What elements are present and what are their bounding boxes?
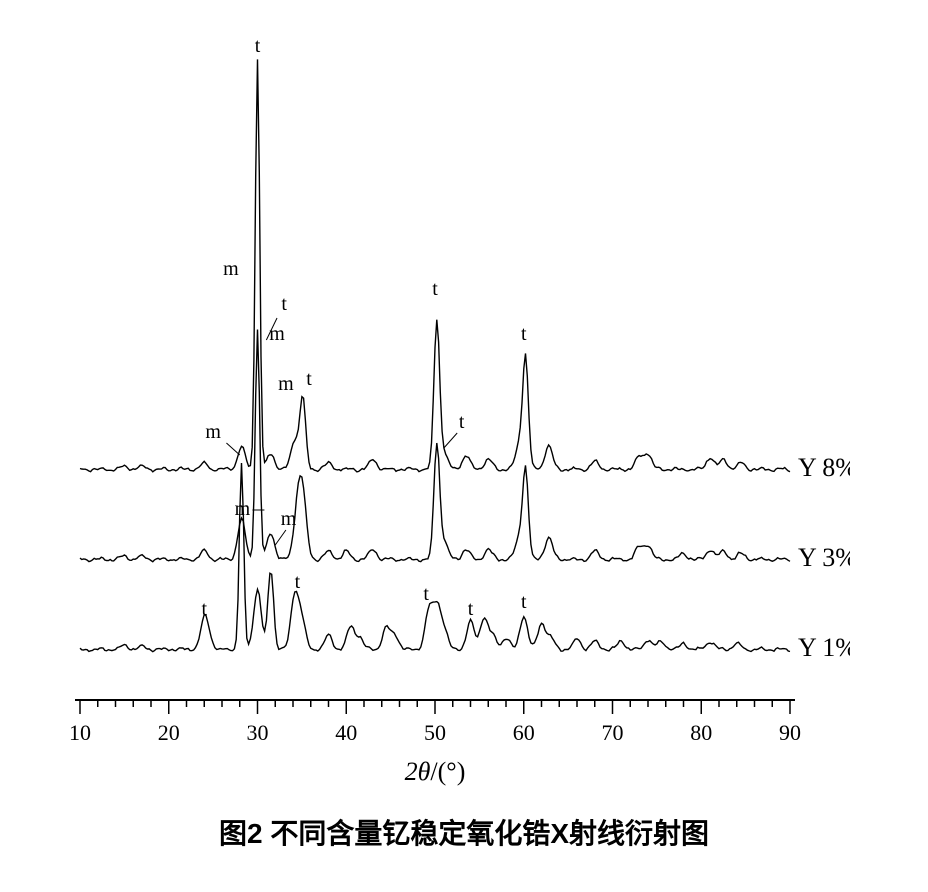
figure-caption: 图2 不同含量钇稳定氧化锆X射线衍射图 — [20, 812, 908, 852]
peak-label: t — [281, 293, 287, 315]
peak-label: m — [278, 373, 294, 395]
peak-label: m — [235, 498, 251, 520]
series-label-Y8: Y 8% — [798, 453, 850, 482]
plot-area: 1020304050607080902θ/(°)Y 1%Y 3%Y 8%tmtm… — [70, 40, 850, 720]
peak-label: t — [468, 598, 474, 620]
peak-label: t — [295, 571, 301, 593]
svg-text:70: 70 — [602, 720, 624, 745]
xrd-svg: 1020304050607080902θ/(°)Y 1%Y 3%Y 8%tmtm… — [70, 40, 850, 800]
series-label-Y3: Y 3% — [798, 543, 850, 572]
svg-text:10: 10 — [70, 720, 91, 745]
peak-label: t — [432, 278, 438, 300]
peak-label: t — [255, 40, 261, 57]
peak-label: m — [223, 258, 239, 280]
peak-label: t — [521, 591, 527, 613]
peak-label: t — [201, 598, 207, 620]
peak-label: t — [459, 411, 465, 433]
peak-label: m — [281, 508, 297, 530]
xrd-figure: 1020304050607080902θ/(°)Y 1%Y 3%Y 8%tmtm… — [20, 20, 908, 872]
peak-label: m — [269, 323, 285, 345]
svg-text:60: 60 — [513, 720, 535, 745]
trace-Y1 — [80, 463, 790, 652]
svg-text:90: 90 — [779, 720, 801, 745]
svg-text:40: 40 — [335, 720, 357, 745]
svg-text:2θ/(°): 2θ/(°) — [405, 757, 466, 786]
svg-text:50: 50 — [424, 720, 446, 745]
peak-label: t — [423, 583, 429, 605]
svg-text:80: 80 — [690, 720, 712, 745]
svg-text:30: 30 — [247, 720, 269, 745]
peak-label: t — [521, 323, 527, 345]
peak-label: m — [205, 421, 221, 443]
peak-label: t — [306, 368, 312, 390]
svg-text:20: 20 — [158, 720, 180, 745]
series-label-Y1: Y 1% — [798, 633, 850, 662]
trace-Y8 — [80, 59, 790, 472]
